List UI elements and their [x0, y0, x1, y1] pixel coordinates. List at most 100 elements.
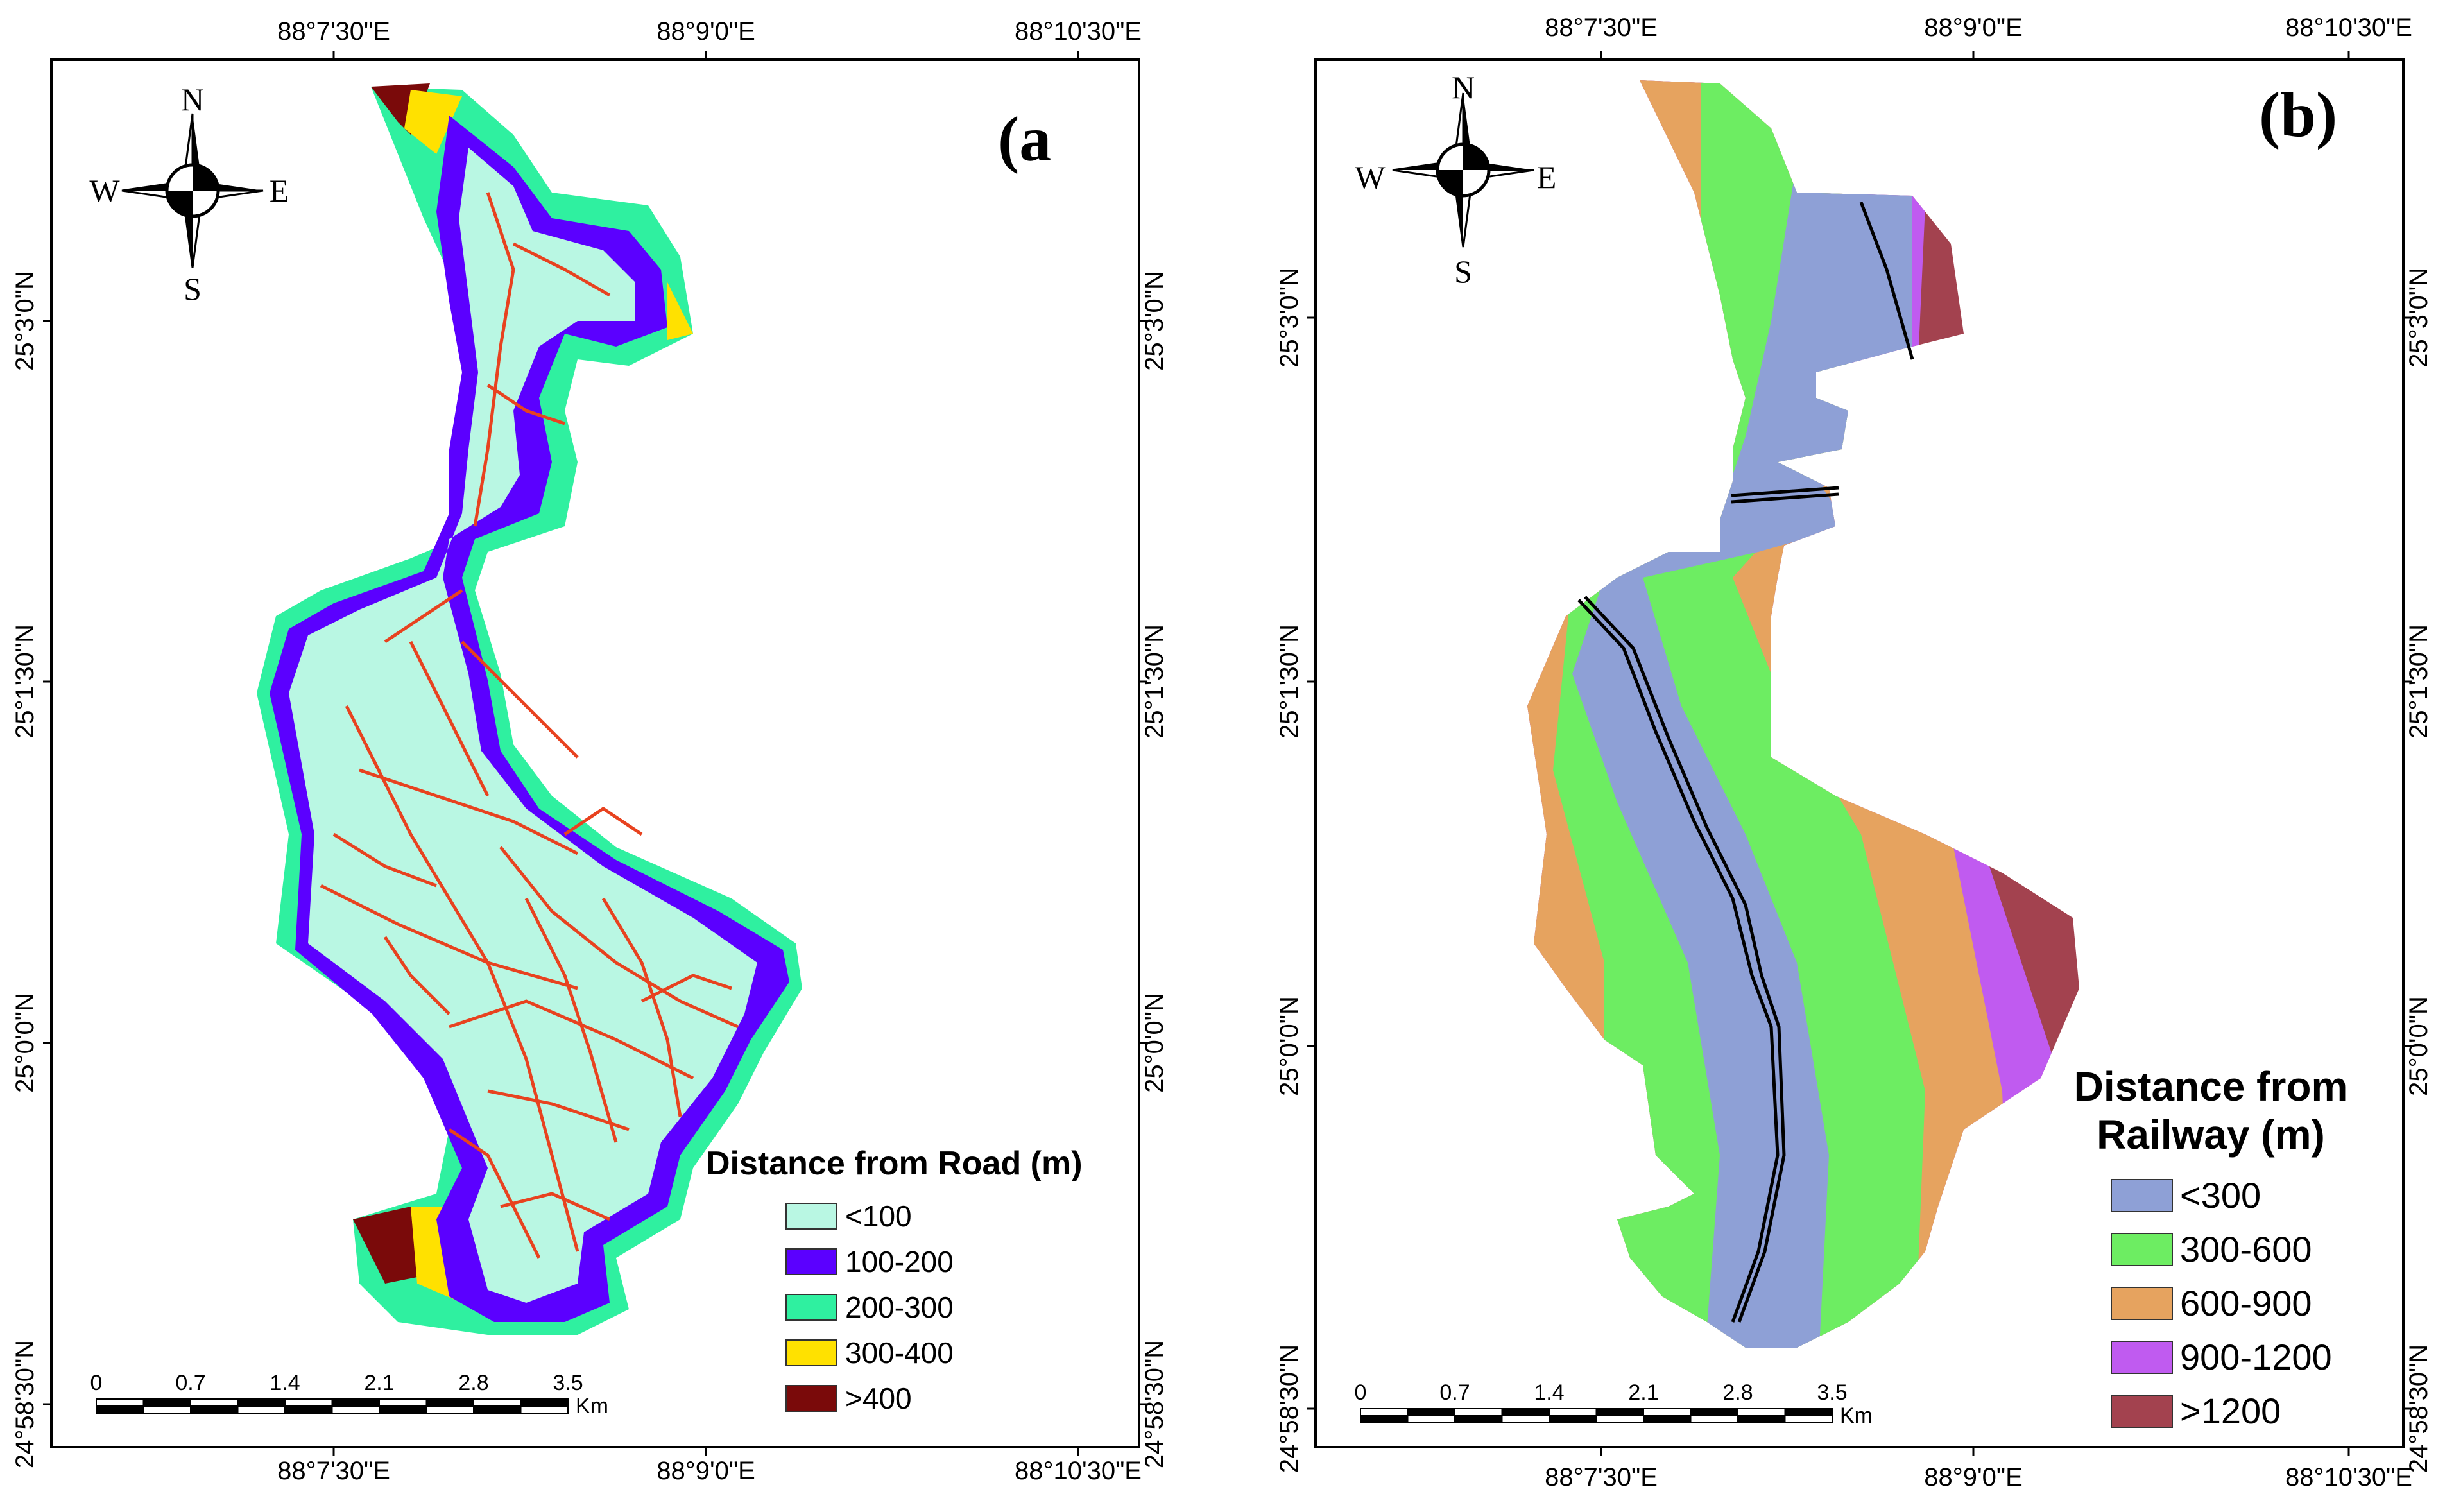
compass-w-label: W: [89, 173, 120, 209]
legend-b-label: <300: [2180, 1175, 2261, 1216]
scale-segment: [237, 1398, 286, 1407]
legend-a-swatch: [785, 1339, 837, 1366]
legend-b-swatch: [2111, 1233, 2173, 1266]
panel-a-scale-bar: 0 0.7 1.4 2.1 2.8 3.5Km: [90, 1371, 608, 1418]
legend-a-swatch: [785, 1385, 837, 1412]
scale-segment: [284, 1405, 333, 1414]
legend-b-title-line-1: Distance from: [2074, 1063, 2348, 1110]
scale-segment: [1501, 1408, 1550, 1416]
legend-a-label: 200-300: [845, 1291, 954, 1324]
scale-segment: [473, 1405, 522, 1414]
scale-segment: [473, 1398, 522, 1407]
scale-segment: [1737, 1415, 1786, 1423]
panel-a: 88°7'30"E 88°9'0"E 88°10'30"E 88°7'30"E …: [11, 17, 1169, 1485]
scale-segment: [1501, 1415, 1550, 1423]
legend-a-label: 100-200: [845, 1245, 954, 1278]
panel-b-label: (b): [2259, 79, 2337, 150]
scale-tick-label: 0: [1355, 1380, 1367, 1405]
scale-segment: [1407, 1408, 1455, 1416]
scale-segment: [425, 1405, 474, 1414]
panel-a-left-lat-4: 25°3'0"N: [11, 271, 39, 371]
legend-b-label: 900-1200: [2180, 1337, 2332, 1377]
scale-segment: [1690, 1408, 1738, 1416]
panel-b-bottom-lon-2: 88°9'0"E: [1924, 1463, 2023, 1491]
panel-b-right-lat-2: 25°0'0"N: [2405, 996, 2433, 1096]
scale-segment: [142, 1405, 191, 1414]
scale-tick-label: 3.5: [553, 1371, 583, 1395]
legend-b-label: >1200: [2180, 1391, 2281, 1431]
scale-segment: [520, 1398, 569, 1407]
legend-b-swatch: [2111, 1395, 2173, 1428]
scale-tick-label: 2.8: [1722, 1380, 1753, 1405]
scale-segment: [190, 1405, 239, 1414]
panel-b-right-lat-4: 25°3'0"N: [2405, 268, 2433, 368]
scale-tick-label: 0.7: [1439, 1380, 1470, 1405]
zone-under-100: [289, 148, 757, 1303]
scale-segment: [520, 1405, 569, 1414]
scale-tick-label: 2.8: [458, 1371, 488, 1395]
legend-b-label: 600-900: [2180, 1283, 2312, 1323]
scale-unit-label: Km: [576, 1394, 608, 1418]
legend-a-swatch: [785, 1294, 837, 1321]
panel-b-left-lat-4: 25°3'0"N: [1275, 268, 1303, 368]
legend-a-label: >400: [845, 1382, 912, 1415]
compass-e-label: E: [270, 173, 289, 209]
scale-segment: [96, 1405, 144, 1414]
panel-a-top-lon-2: 88°9'0"E: [656, 17, 755, 46]
road-distance-map: [257, 83, 802, 1335]
panel-b: 88°7'30"E 88°9'0"E 88°10'30"E 88°7'30"E …: [1275, 13, 2433, 1491]
panel-b-compass: N S E W: [1355, 69, 1556, 289]
panel-b-top-lon-3: 88°10'30"E: [2285, 13, 2412, 42]
panel-b-scale-bar: 0 0.7 1.4 2.1 2.8 3.5Km: [1355, 1380, 1873, 1428]
legend-a-label: 300-400: [845, 1336, 954, 1370]
panel-a-left-lat-2: 25°0'0"N: [11, 993, 39, 1093]
panel-a-top-lon-3: 88°10'30"E: [1015, 17, 1142, 46]
scale-segment: [237, 1405, 286, 1414]
scale-tick-label: 0: [90, 1371, 103, 1395]
compass-s-label: S: [1454, 253, 1472, 289]
scale-segment: [1737, 1408, 1786, 1416]
scale-tick-label: 2.1: [364, 1371, 394, 1395]
scale-tick-label: 1.4: [270, 1371, 300, 1395]
scale-segment: [1454, 1415, 1503, 1423]
zone-300-400-north: [404, 90, 462, 154]
panel-b-top-lon-2: 88°9'0"E: [1924, 13, 2023, 42]
panel-a-compass: N S E W: [89, 82, 289, 307]
panel-b-left-lat-3: 25°1'30"N: [1275, 624, 1303, 739]
panel-b-left-lat-1: 24°58'30"N: [1275, 1344, 1303, 1473]
scale-segment: [284, 1398, 333, 1407]
scale-segment: [1360, 1408, 1409, 1416]
scale-segment: [1784, 1408, 1833, 1416]
panel-b-top-lon-1: 88°7'30"E: [1545, 13, 1658, 42]
scale-segment: [1360, 1415, 1409, 1423]
panel-b-right-lat-3: 25°1'30"N: [2405, 624, 2433, 739]
legend-a-swatch: [785, 1248, 837, 1275]
scale-segment: [142, 1398, 191, 1407]
scale-segment: [1549, 1408, 1597, 1416]
scale-segment: [1784, 1415, 1833, 1423]
panel-a-right-lat-1: 24°58'30"N: [1140, 1340, 1169, 1468]
legend-b-swatch: [2111, 1341, 2173, 1374]
panel-a-bottom-lon-2: 88°9'0"E: [656, 1457, 755, 1485]
scale-segment: [1690, 1415, 1738, 1423]
compass-s-label: S: [184, 271, 202, 307]
scale-tick-label: 2.1: [1628, 1380, 1658, 1405]
railway-lines: [1577, 202, 1914, 1323]
legend-a-swatch: [785, 1203, 837, 1230]
panel-b-left-lat-2: 25°0'0"N: [1275, 996, 1303, 1096]
compass-n-label: N: [181, 82, 204, 117]
panel-b-legend: Distance from Railway (m) <300 300-600 600…: [2074, 1063, 2348, 1431]
panel-b-bottom-lon-1: 88°7'30"E: [1545, 1463, 1658, 1491]
legend-b-swatch: [2111, 1179, 2173, 1212]
panel-a-bottom-lon-1: 88°7'30"E: [277, 1457, 390, 1485]
legend-b-label: 300-600: [2180, 1229, 2312, 1269]
zone-300-400-east: [667, 282, 693, 340]
panel-a-bottom-lon-3: 88°10'30"E: [1015, 1457, 1142, 1485]
panel-a-label: (a: [998, 103, 1051, 175]
panel-a-right-lat-2: 25°0'0"N: [1140, 993, 1169, 1093]
panel-b-right-lat-1: 24°58'30"N: [2405, 1344, 2433, 1473]
scale-tick-label: 3.5: [1817, 1380, 1847, 1405]
scale-segment: [1595, 1415, 1644, 1423]
scale-segment: [425, 1398, 474, 1407]
